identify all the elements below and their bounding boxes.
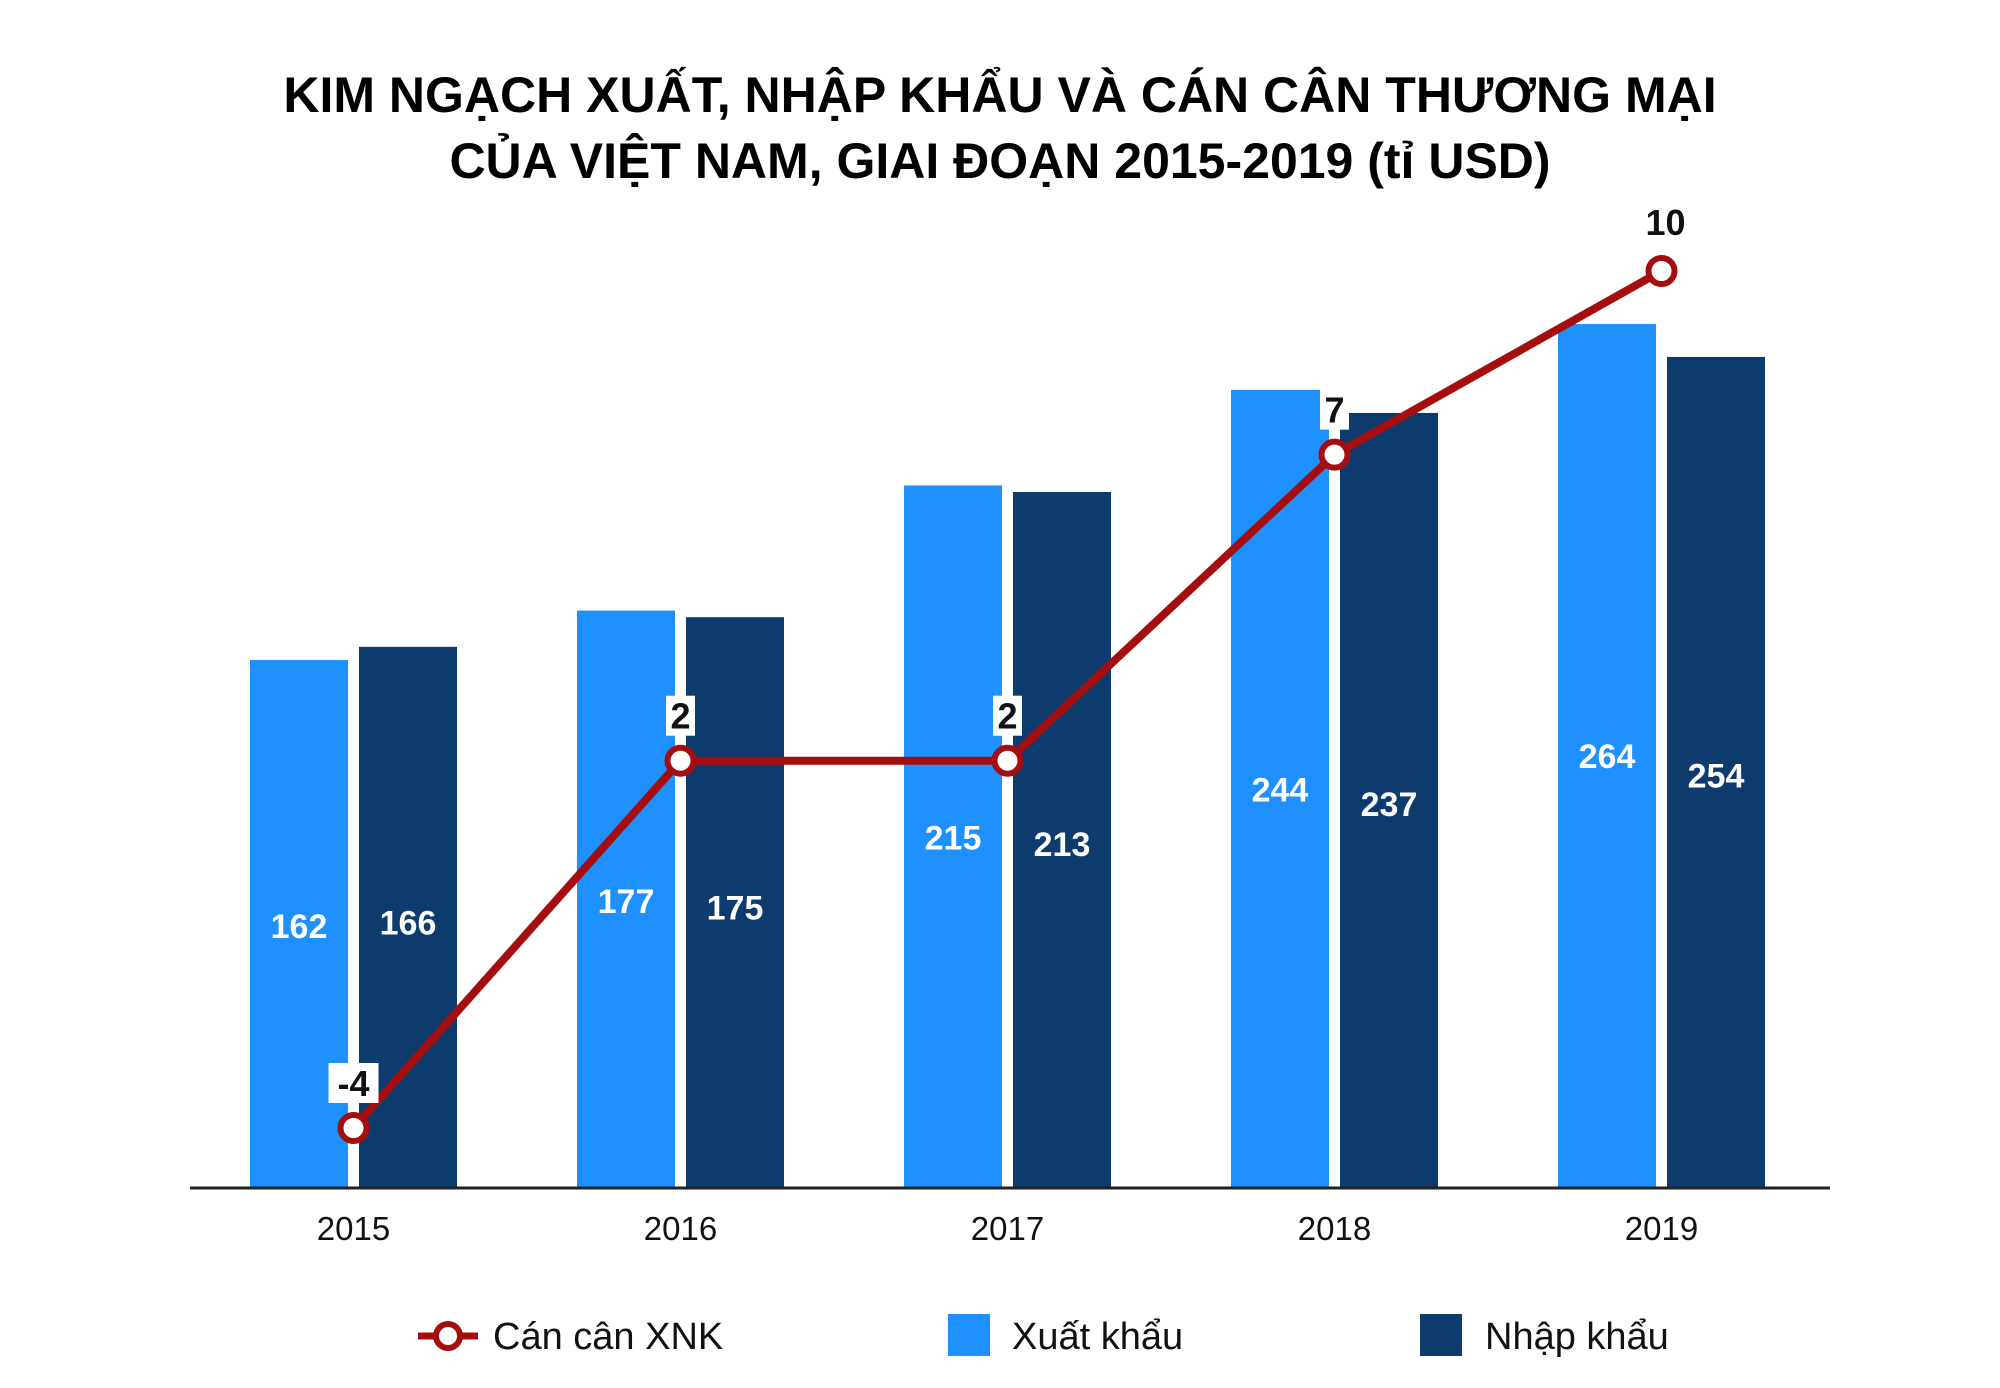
export-bar-2019 (1558, 324, 1656, 1187)
balance-label-bg-2017 (993, 695, 1022, 736)
import-bar-2016 (686, 617, 784, 1187)
balance-point-2018 (1318, 438, 1351, 471)
import-value-label-2015: 166 (380, 904, 437, 942)
legend-balance-label: Cán cân XNK (493, 1316, 723, 1358)
export-bar-2017 (904, 485, 1002, 1188)
import-bar-2018 (1340, 412, 1438, 1187)
balance-value-label-2018: 7 (1324, 390, 1344, 431)
balance-value-label-2019: 10 (1645, 202, 1685, 243)
export-value-label-2016: 177 (598, 883, 655, 921)
legend-export-swatch (948, 1314, 990, 1356)
import-bar-2017 (1013, 492, 1111, 1187)
export-value-label-2015: 162 (271, 908, 328, 946)
legend-import-label: Nhập khẩu (1485, 1316, 1669, 1358)
import-value-label-2016: 175 (707, 889, 764, 927)
balance-label-bg-2015 (328, 1063, 379, 1103)
legend-balance-marker (433, 1321, 463, 1351)
x-tick-label-2015: 2015 (317, 1210, 390, 1247)
balance-value-label-2015: -4 (337, 1063, 369, 1104)
export-value-label-2019: 264 (1579, 738, 1636, 776)
balance-value-label-2016: 2 (670, 696, 690, 737)
chart-title-line-1: KIM NGẠCH XUẤT, NHẬP KHẨU VÀ CÁN CÂN THƯ… (283, 67, 1717, 123)
import-bar-2019 (1667, 356, 1765, 1187)
export-bar-2016 (577, 610, 675, 1187)
balance-label-bg-2016 (666, 695, 695, 736)
balance-point-2017 (991, 744, 1024, 777)
balance-value-label-2017: 2 (997, 696, 1017, 737)
balance-point-2015 (337, 1112, 370, 1144)
x-tick-label-2019: 2019 (1625, 1210, 1698, 1247)
export-value-label-2017: 215 (925, 820, 982, 858)
legend-import-swatch (1420, 1314, 1462, 1356)
balance-point-2019 (1645, 255, 1678, 287)
chart-title-line-2: CỦA VIỆT NAM, GIAI ĐOẠN 2015-2019 (tỉ US… (449, 133, 1551, 189)
legend-export-label: Xuất khẩu (1012, 1316, 1183, 1358)
import-value-label-2018: 237 (1361, 786, 1418, 824)
x-tick-label-2016: 2016 (644, 1210, 717, 1247)
balance-point-2016 (664, 744, 697, 777)
x-tick-label-2018: 2018 (1298, 1210, 1371, 1247)
balance-label-bg-2018 (1320, 389, 1349, 430)
import-value-label-2019: 254 (1688, 758, 1745, 796)
export-bar-2018 (1231, 389, 1329, 1188)
chart-title: KIM NGẠCH XUẤT, NHẬP KHẨU VÀ CÁN CÂN THƯ… (0, 62, 2000, 194)
export-value-label-2018: 244 (1252, 771, 1309, 809)
x-tick-label-2017: 2017 (971, 1210, 1044, 1247)
import-value-label-2017: 213 (1034, 826, 1091, 864)
